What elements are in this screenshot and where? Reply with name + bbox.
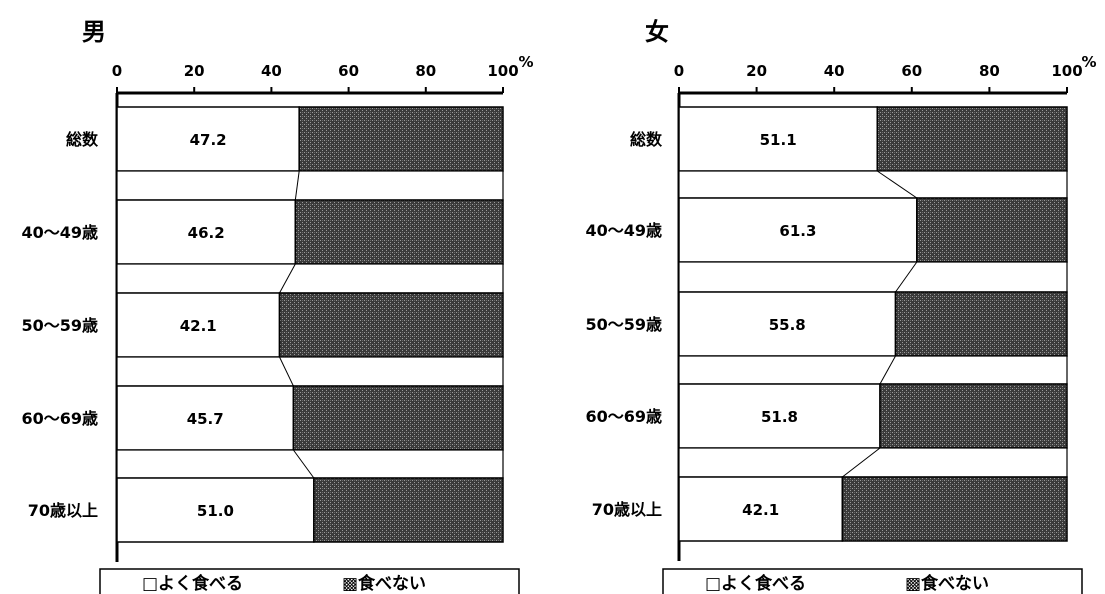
category-label-female: 50〜59歳 [585, 315, 662, 334]
legend-not-eat-female: ▩食べない [905, 573, 989, 594]
connector-line-male [279, 263, 296, 294]
connector-line-male [294, 170, 300, 201]
gap-band-female [678, 170, 1068, 199]
connector-line-male [292, 449, 315, 479]
connector-line-female [895, 261, 918, 293]
x-tick-label-male: 40 [261, 62, 282, 80]
value-label-male: 46.2 [188, 224, 225, 242]
bar-eat-male [116, 385, 295, 451]
gap-band-female [678, 355, 1068, 385]
bar-not-eat-male [292, 385, 504, 451]
x-tick-label-female: 100 [1051, 62, 1082, 80]
x-tick-label-male: 100 [487, 62, 518, 80]
gap-band-female [678, 261, 1068, 293]
category-label-female: 総数 [630, 130, 663, 149]
chart-title-female: 女 [645, 18, 669, 46]
category-label-male: 60〜69歳 [21, 409, 98, 428]
bar-eat-female [678, 197, 918, 263]
category-label-male: 70歳以上 [28, 501, 98, 520]
category-label-male: 40〜49歳 [21, 223, 98, 242]
category-label-male: 総数 [66, 130, 99, 149]
category-label-female: 70歳以上 [592, 500, 662, 519]
gap-band-male [116, 449, 504, 479]
value-label-male: 51.0 [197, 502, 234, 520]
legend-box-female [662, 568, 1083, 594]
legend-eat-female: □よく食べる [705, 573, 806, 594]
value-label-male: 45.7 [187, 410, 224, 428]
category-label-male: 50〜59歳 [21, 316, 98, 335]
legend-not-eat-male: ▩食べない [342, 573, 426, 594]
value-label-female: 51.8 [761, 408, 798, 426]
bar-not-eat-female [876, 106, 1068, 172]
gap-band-female [678, 447, 1068, 478]
connector-line-female [876, 170, 918, 199]
bar-not-eat-male [278, 292, 504, 358]
value-label-female: 51.1 [760, 131, 797, 149]
legend-eat-male: □よく食べる [142, 573, 243, 594]
bar-eat-male [116, 106, 300, 172]
bar-not-eat-male [313, 477, 504, 543]
bar-not-eat-male [298, 106, 504, 172]
connector-line-male [279, 356, 294, 387]
bar-eat-female [678, 476, 844, 542]
gap-band-male [116, 356, 504, 387]
bar-not-eat-female [916, 197, 1068, 263]
bar-not-eat-female [894, 291, 1068, 357]
value-label-female: 61.3 [779, 222, 816, 240]
x-tick-label-male: 80 [415, 62, 436, 80]
x-tick-label-male: 20 [184, 62, 205, 80]
x-tick-label-female: 0 [674, 62, 684, 80]
gap-band-male [116, 263, 504, 294]
x-tick-label-female: 20 [746, 62, 767, 80]
value-label-male: 42.1 [180, 317, 217, 335]
x-tick-label-female: 60 [901, 62, 922, 80]
bar-not-eat-female [879, 383, 1068, 449]
value-label-male: 47.2 [190, 131, 227, 149]
bar-not-eat-female [841, 476, 1068, 542]
connector-line-female [879, 355, 896, 385]
x-tick-label-female: 40 [824, 62, 845, 80]
gap-band-male [116, 170, 504, 201]
bar-eat-male [116, 477, 315, 543]
chart-title-male: 男 [82, 18, 106, 46]
legend-box-male [99, 568, 520, 594]
value-label-female: 42.1 [742, 501, 779, 519]
connector-line-female [842, 447, 881, 478]
x-tick-label-female: 80 [979, 62, 1000, 80]
bar-eat-female [678, 383, 881, 449]
unit-label-male: % [518, 53, 533, 71]
bar-eat-female [678, 291, 897, 357]
category-label-female: 40〜49歳 [585, 221, 662, 240]
unit-label-female: % [1081, 53, 1096, 71]
x-tick-label-male: 60 [338, 62, 359, 80]
x-tick-label-male: 0 [112, 62, 122, 80]
value-label-female: 55.8 [769, 316, 806, 334]
bar-eat-female [678, 106, 879, 172]
bar-not-eat-male [294, 199, 504, 265]
category-label-female: 60〜69歳 [585, 407, 662, 426]
